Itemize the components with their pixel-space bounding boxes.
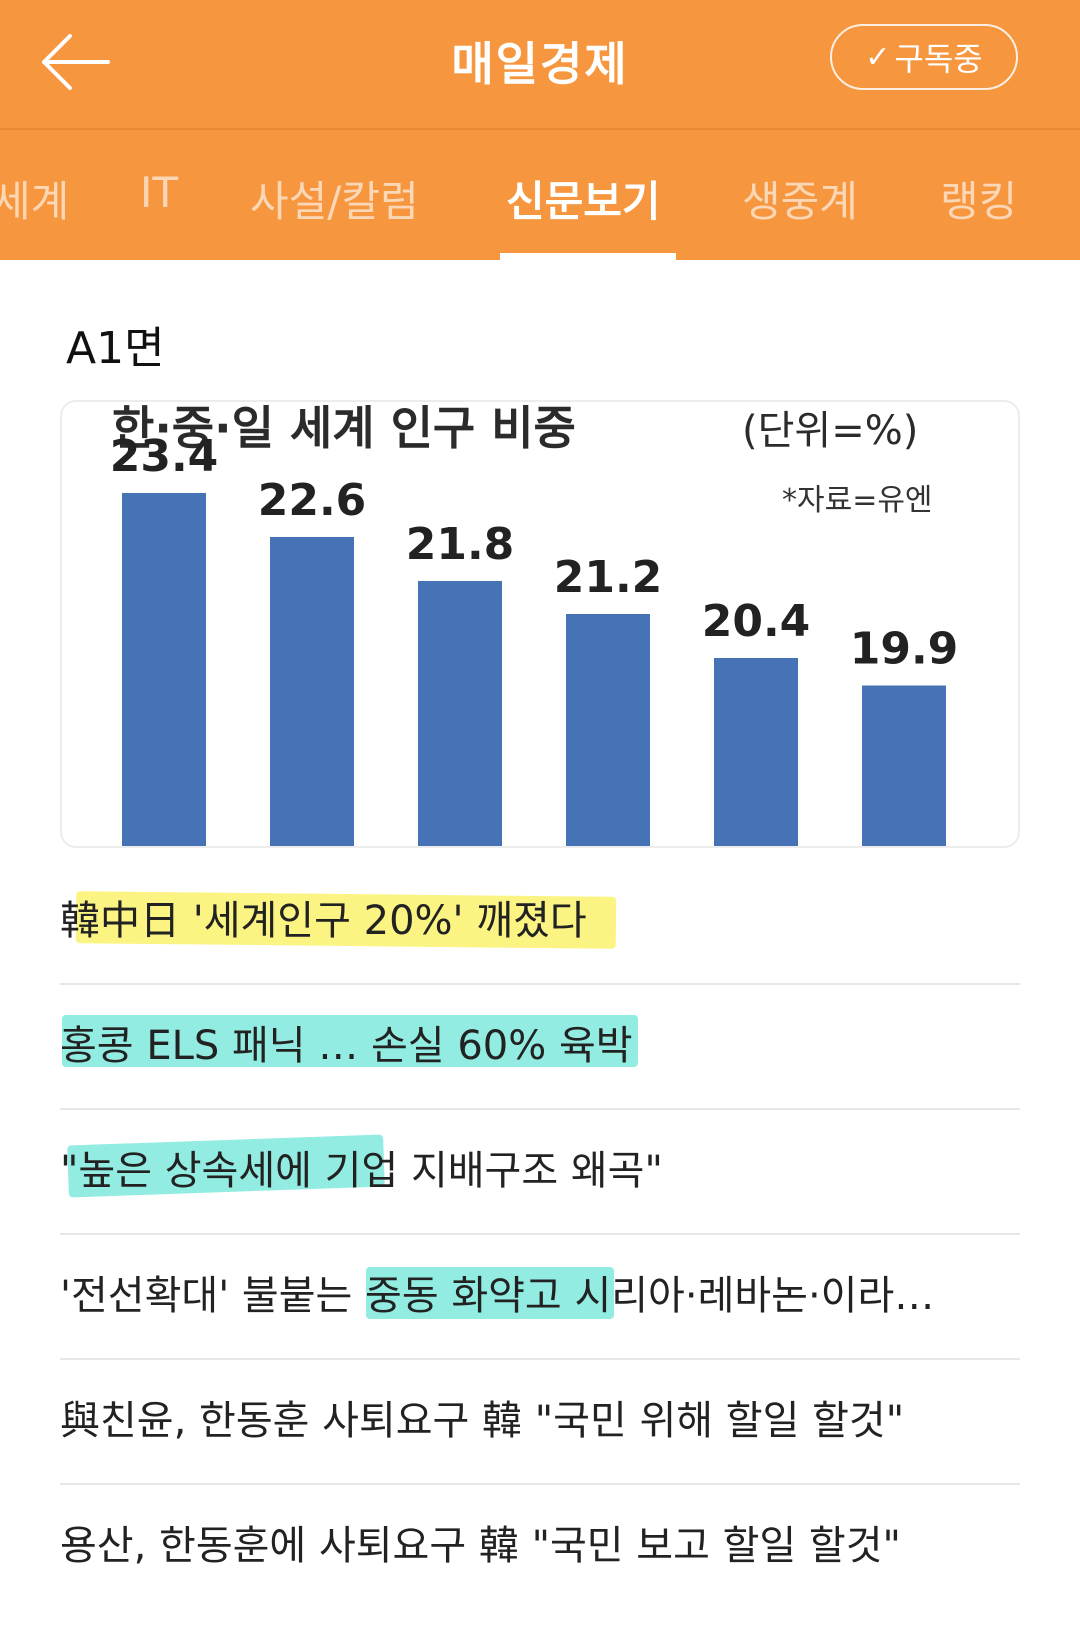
tab-ranking[interactable]: 랭킹 — [940, 177, 1018, 226]
app-title: 매일경제 — [451, 37, 629, 91]
news-item-1[interactable]: 韓中日 '세계인구 20%' 깨졌다 — [60, 860, 1020, 985]
bar-1 — [122, 493, 206, 846]
arrow-left-icon — [42, 34, 110, 90]
bar-value-label-2: 22.6 — [258, 475, 367, 526]
news-title: 韓中日 '세계인구 20%' 깨졌다 — [60, 898, 587, 944]
chart-card[interactable]: 한·중·일 세계 인구 비중 (단위=%) *자료=유엔 23.4 22.6 21.… — [60, 400, 1020, 848]
news-item-3[interactable]: "높은 상속세에 기업 지배구조 왜곡" — [60, 1110, 1020, 1235]
tab-live[interactable]: 생중계 — [742, 177, 858, 226]
app-header: 매일경제 ✓ 구독중 세계 IT 사설/칼럼 신문보기 생중계 랭킹 — [0, 0, 1080, 260]
header-divider — [0, 128, 1080, 130]
highlight-mark — [62, 1015, 638, 1067]
bar-6 — [862, 685, 946, 846]
news-title: "높은 상속세에 기업 지배구조 왜곡" — [60, 1148, 663, 1194]
news-title: 용산, 한동훈에 사퇴요구 韓 "국민 보고 할일 할것" — [60, 1523, 901, 1569]
bar-5 — [714, 658, 798, 846]
chart-bars: 23.4 22.6 21.8 21.2 20.4 19.9 — [110, 431, 959, 846]
news-item-2[interactable]: 홍콩 ELS 패닉 … 손실 60% 육박 — [60, 985, 1020, 1110]
bar-value-label-6: 19.9 — [850, 624, 959, 675]
subscribe-label: 구독중 — [894, 40, 983, 78]
tab-opinion[interactable]: 사설/칼럼 — [250, 177, 419, 226]
news-list: 韓中日 '세계인구 20%' 깨졌다 홍콩 ELS 패닉 … 손실 60% 육박… — [60, 860, 1020, 1610]
news-title: 與친윤, 한동훈 사퇴요구 韓 "국민 위해 할일 할것" — [60, 1398, 905, 1444]
news-item-6[interactable]: 용산, 한동훈에 사퇴요구 韓 "국민 보고 할일 할것" — [60, 1485, 1020, 1610]
tab-world[interactable]: 세계 — [0, 177, 70, 226]
news-title: 홍콩 ELS 패닉 … 손실 60% 육박 — [60, 1023, 633, 1069]
news-title: '전선확대' 불붙는 중동 화약고 시리아·레바논·이라… — [60, 1273, 935, 1319]
active-tab-indicator — [500, 253, 676, 260]
tab-it[interactable]: IT — [140, 168, 179, 217]
bar-2 — [270, 537, 354, 846]
news-item-5[interactable]: 與친윤, 한동훈 사퇴요구 韓 "국민 위해 할일 할것" — [60, 1360, 1020, 1485]
check-icon: ✓ — [865, 39, 891, 75]
bar-value-label-1: 23.4 — [110, 431, 219, 482]
tab-newspaper[interactable]: 신문보기 — [506, 177, 661, 226]
bar-3 — [418, 581, 502, 846]
bar-4 — [566, 614, 650, 846]
chart-title: 한·중·일 세계 인구 비중 — [112, 402, 576, 455]
bar-value-label-5: 20.4 — [702, 596, 811, 647]
chart-source: *자료=유엔 — [782, 483, 933, 518]
bar-value-label-4: 21.2 — [554, 552, 663, 603]
bar-value-label-3: 21.8 — [406, 519, 515, 570]
bar-chart: 한·중·일 세계 인구 비중 (단위=%) *자료=유엔 23.4 22.6 21.… — [110, 402, 959, 846]
top-bar: 매일경제 ✓ 구독중 — [0, 0, 1080, 128]
chart-unit: (단위=%) — [742, 408, 918, 454]
subscribe-button[interactable]: ✓ 구독중 — [830, 24, 1018, 90]
page-section-label: A1면 — [66, 323, 165, 374]
back-button[interactable] — [36, 22, 116, 102]
category-tabs: 세계 IT 사설/칼럼 신문보기 생중계 랭킹 — [0, 130, 1080, 260]
highlight-mark — [366, 1267, 614, 1319]
news-item-4[interactable]: '전선확대' 불붙는 중동 화약고 시리아·레바논·이라… — [60, 1235, 1020, 1360]
